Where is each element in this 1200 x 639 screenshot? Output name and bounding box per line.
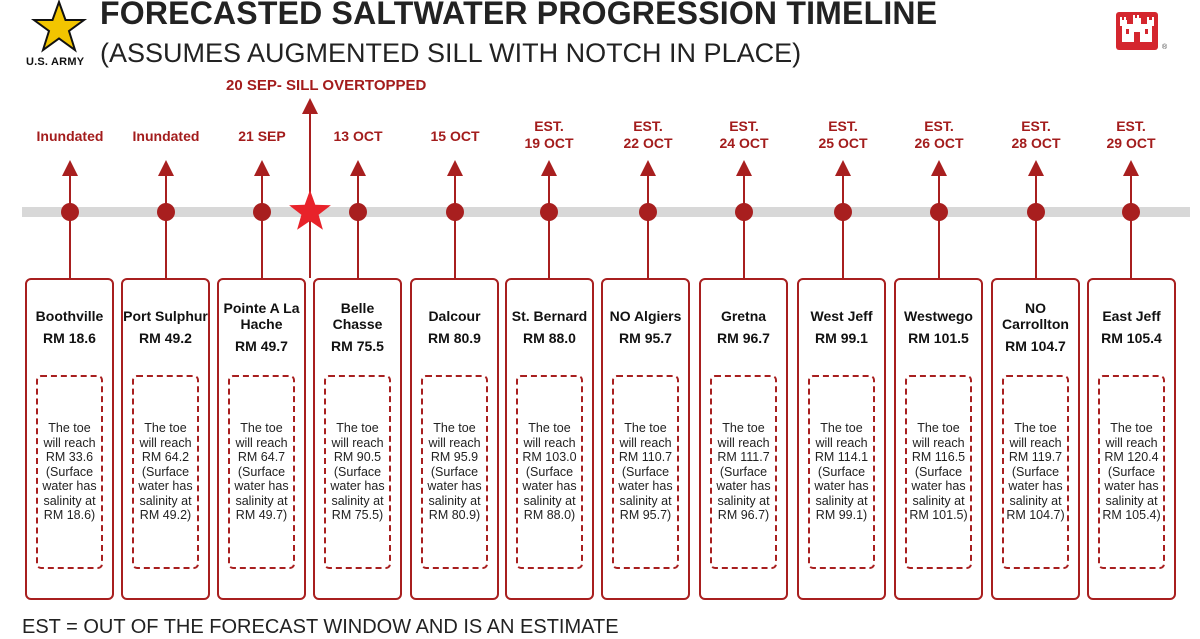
river-mile: RM 88.0 — [523, 330, 576, 346]
salinity-note: The toe will reach RM 33.6 (Surface wate… — [36, 375, 103, 569]
timeline-dot — [1027, 203, 1045, 221]
date-label: 15 OCT — [430, 128, 480, 144]
salinity-note: The toe will reach RM 64.7 (Surface wate… — [228, 375, 295, 569]
sill-star-icon — [289, 190, 331, 230]
river-mile: RM 99.1 — [815, 330, 868, 346]
card-header: Belle Chasse RM 75.5 — [315, 294, 400, 360]
sill-overtopped-label: 20 SEP- SILL OVERTOPPED — [226, 77, 427, 94]
date-label: EST. 26 OCT — [914, 118, 964, 151]
location-name: Port Sulphur — [123, 308, 208, 324]
date-label: EST. 22 OCT — [623, 118, 673, 151]
salinity-note: The toe will reach RM 95.9 (Surface wate… — [421, 375, 488, 569]
location-card: NO Carrollton RM 104.7 The toe will reach … — [991, 278, 1080, 600]
location-name: Dalcour — [428, 308, 481, 324]
footer-note: EST = OUT OF THE FORECAST WINDOW AND IS … — [22, 616, 619, 638]
salinity-note: The toe will reach RM 116.5 (Surface wat… — [905, 375, 972, 569]
card-header: Port Sulphur RM 49.2 — [123, 294, 208, 360]
card-header: Gretna RM 96.7 — [701, 294, 786, 360]
river-mile: RM 75.5 — [331, 338, 384, 354]
location-card: Pointe A La Hache RM 49.7 The toe will rea… — [217, 278, 306, 600]
timeline-dot — [253, 203, 271, 221]
location-name: Boothville — [35, 308, 104, 324]
salinity-note: The toe will reach RM 90.5 (Surface wate… — [324, 375, 391, 569]
salinity-note: The toe will reach RM 110.7 (Surface wat… — [612, 375, 679, 569]
salinity-note: The toe will reach RM 114.1 (Surface wat… — [808, 375, 875, 569]
river-mile: RM 49.7 — [235, 338, 288, 354]
location-name: Westwego — [904, 308, 973, 324]
river-mile: RM 101.5 — [908, 330, 969, 346]
location-card: West Jeff RM 99.1 The toe will reach RM 11… — [797, 278, 886, 600]
salinity-note: The toe will reach RM 103.0 (Surface wat… — [516, 375, 583, 569]
timeline-dot — [157, 203, 175, 221]
card-header: Boothville RM 18.6 — [27, 294, 112, 360]
location-card: Dalcour RM 80.9 The toe will reach RM 95.9… — [410, 278, 499, 600]
date-label: EST. 19 OCT — [524, 118, 574, 151]
river-mile: RM 95.7 — [619, 330, 672, 346]
date-label: Inundated — [36, 128, 104, 144]
card-header: Pointe A La Hache RM 49.7 — [219, 294, 304, 360]
location-name: NO Algiers — [609, 308, 682, 324]
location-card: Gretna RM 96.7 The toe will reach RM 111.7… — [699, 278, 788, 600]
location-card: Belle Chasse RM 75.5 The toe will reach RM… — [313, 278, 402, 600]
castle-logo-icon — [1116, 12, 1158, 50]
location-name: St. Bernard — [511, 308, 588, 324]
salinity-note: The toe will reach RM 119.7 (Surface wat… — [1002, 375, 1069, 569]
timeline-dot — [446, 203, 464, 221]
location-name: Gretna — [720, 308, 767, 324]
card-header: East Jeff RM 105.4 — [1089, 294, 1174, 360]
timeline-dot — [61, 203, 79, 221]
army-star-icon — [30, 0, 88, 53]
page-subtitle: (ASSUMES AUGMENTED SILL WITH NOTCH IN PL… — [100, 38, 802, 68]
river-mile: RM 49.2 — [139, 330, 192, 346]
card-header: Westwego RM 101.5 — [896, 294, 981, 360]
location-name: NO Carrollton — [1002, 300, 1069, 332]
location-name: West Jeff — [810, 308, 873, 324]
card-header: West Jeff RM 99.1 — [799, 294, 884, 360]
river-mile: RM 104.7 — [1005, 338, 1066, 354]
timeline-dot — [349, 203, 367, 221]
river-mile: RM 105.4 — [1101, 330, 1162, 346]
salinity-note: The toe will reach RM 64.2 (Surface wate… — [132, 375, 199, 569]
timeline-bar — [22, 207, 1190, 217]
location-name: Belle Chasse — [332, 300, 383, 332]
salinity-note: The toe will reach RM 111.7 (Surface wat… — [710, 375, 777, 569]
registered-mark: ® — [1162, 44, 1168, 51]
date-label: EST. 29 OCT — [1106, 118, 1156, 151]
card-header: St. Bernard RM 88.0 — [507, 294, 592, 360]
card-header: NO Algiers RM 95.7 — [603, 294, 688, 360]
location-card: NO Algiers RM 95.7 The toe will reach RM 1… — [601, 278, 690, 600]
location-card: Westwego RM 101.5 The toe will reach RM 11… — [894, 278, 983, 600]
location-card: St. Bernard RM 88.0 The toe will reach RM … — [505, 278, 594, 600]
timeline-dot — [1122, 203, 1140, 221]
location-name: Pointe A La Hache — [223, 300, 300, 332]
card-header: NO Carrollton RM 104.7 — [993, 294, 1078, 360]
location-name: East Jeff — [1102, 308, 1161, 324]
card-header: Dalcour RM 80.9 — [412, 294, 497, 360]
date-label: EST. 24 OCT — [719, 118, 769, 151]
location-card: Port Sulphur RM 49.2 The toe will reach RM… — [121, 278, 210, 600]
date-label: Inundated — [132, 128, 200, 144]
salinity-note: The toe will reach RM 120.4 (Surface wat… — [1098, 375, 1165, 569]
page-title: FORECASTED SALTWATER PROGRESSION TIMELIN… — [100, 0, 938, 31]
river-mile: RM 18.6 — [43, 330, 96, 346]
army-wordmark: U.S. ARMY — [26, 56, 85, 68]
timeline-dot — [930, 203, 948, 221]
river-mile: RM 96.7 — [717, 330, 770, 346]
date-label: EST. 25 OCT — [818, 118, 868, 151]
date-label: 13 OCT — [333, 128, 383, 144]
timeline-dot — [834, 203, 852, 221]
timeline-dot — [540, 203, 558, 221]
date-label: EST. 28 OCT — [1011, 118, 1061, 151]
location-card: East Jeff RM 105.4 The toe will reach RM 1… — [1087, 278, 1176, 600]
timeline-dot — [639, 203, 657, 221]
location-card: Boothville RM 18.6 The toe will reach RM 3… — [25, 278, 114, 600]
timeline-dot — [735, 203, 753, 221]
river-mile: RM 80.9 — [428, 330, 481, 346]
date-label: 21 SEP — [238, 128, 286, 144]
